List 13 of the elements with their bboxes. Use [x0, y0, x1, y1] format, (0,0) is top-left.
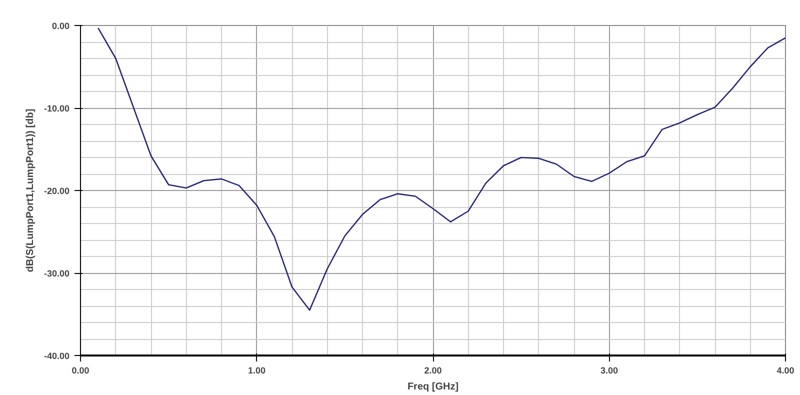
x-tick-label: 1.00 [248, 366, 266, 376]
line-series [97, 27, 786, 311]
y-tick-label: -20.00 [44, 186, 70, 196]
y-tick-label: -10.00 [44, 104, 70, 114]
x-tick-label: 4.00 [776, 366, 794, 376]
x-axis-title: Freq [GHz] [407, 382, 459, 392]
y-tick-label: 0.00 [52, 21, 70, 31]
x-tick-label: 2.00 [424, 366, 442, 376]
x-tick-label: 0.00 [72, 366, 90, 376]
y-axis-title: dB(S(LumpPort1,LumpPort1)) [db] [24, 108, 36, 272]
x-tick-label: 3.00 [600, 366, 618, 376]
y-tick-label: -40.00 [44, 351, 70, 361]
y-tick-label: -30.00 [44, 268, 70, 278]
